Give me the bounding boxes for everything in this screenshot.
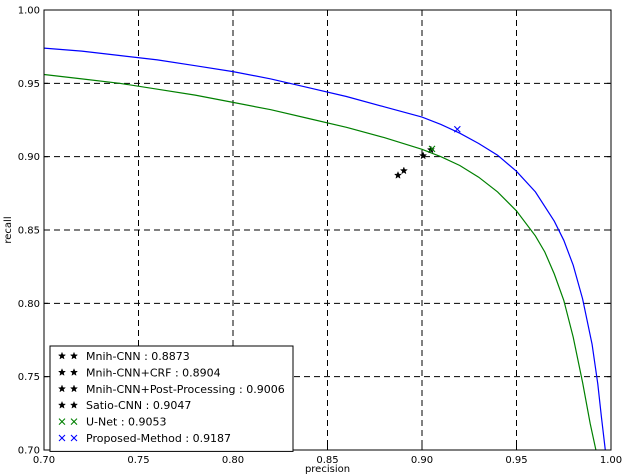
data-point-mnih-cnn+crf	[399, 166, 408, 175]
x-tick-label: 0.80	[222, 455, 244, 466]
legend-marker	[57, 368, 67, 376]
y-axis-label: recall	[3, 216, 14, 243]
legend-label: Proposed-Method : 0.9187	[86, 432, 231, 445]
x-marker-stroke	[453, 125, 461, 133]
legend-item: Mnih-CNN+CRF : 0.8904	[57, 366, 221, 379]
legend-label: Mnih-CNN : 0.8873	[86, 350, 190, 363]
legend-item: Proposed-Method : 0.9187	[58, 432, 231, 445]
legend: Mnih-CNN : 0.8873 Mnih-CNN+CRF : 0.8904 Mn…	[49, 345, 294, 452]
series-line-proposed-method	[43, 47, 606, 451]
legend-label: Mnih-CNN+CRF : 0.8904	[86, 366, 221, 379]
legend-marker	[57, 400, 67, 409]
y-tick-label: 1.00	[18, 6, 40, 17]
legend-marker	[58, 418, 66, 425]
legend-label: Mnih-CNN+Post-Processing : 0.9006	[86, 383, 285, 396]
x-marker-stroke	[58, 418, 66, 425]
grid	[44, 10, 611, 450]
y-tick-label: 0.85	[18, 226, 40, 237]
legend-item: Mnih-CNN+Post-Processing : 0.9006	[57, 383, 285, 396]
y-tick-label: 0.95	[18, 79, 40, 90]
series-line-u-net	[43, 73, 597, 451]
x-tick-label: 0.90	[411, 455, 433, 466]
x-marker-stroke	[70, 434, 78, 442]
legend-marker	[69, 351, 79, 360]
legend-box	[49, 345, 294, 452]
x-marker-stroke	[428, 145, 436, 153]
legend-label: U-Net : 0.9053	[86, 416, 167, 429]
legend-marker	[57, 384, 67, 393]
legend-marker	[57, 351, 67, 360]
x-tick-label: 0.75	[127, 455, 149, 466]
data-point-mnih-cnn+post-processing	[419, 151, 428, 160]
data-point-u-net	[428, 145, 436, 153]
y-tick-label: 0.80	[18, 299, 40, 310]
legend-item: U-Net : 0.9053	[58, 416, 167, 429]
x-axis-label: precision	[305, 464, 350, 475]
axis-ticks: 0.70 0.75 0.80 0.85 0.90 0.95 1.00 0.70 0.75 0.80…	[18, 6, 622, 467]
legend-marker	[58, 434, 66, 442]
x-tick-label: 1.00	[600, 455, 622, 466]
legend-marker	[69, 368, 79, 376]
data-points	[393, 125, 461, 179]
x-tick-label: 0.85	[316, 455, 338, 466]
legend-marker	[69, 384, 79, 393]
y-tick-label: 0.90	[18, 152, 40, 163]
y-tick-label: 0.75	[18, 372, 40, 383]
data-point-mnih-cnn	[393, 170, 403, 179]
series-lines	[43, 47, 606, 451]
x-tick-label: 0.70	[33, 455, 55, 466]
legend-item: Satio-CNN : 0.9047	[57, 399, 191, 412]
legend-label: Satio-CNN : 0.9047	[86, 399, 191, 412]
legend-marker	[70, 434, 78, 442]
data-point-proposed-method	[453, 125, 461, 133]
legend-marker	[70, 418, 78, 425]
x-marker-stroke	[70, 418, 78, 425]
y-tick-label: 0.70	[18, 446, 40, 457]
legend-item: Mnih-CNN : 0.8873	[57, 350, 190, 363]
x-tick-label: 0.95	[505, 455, 527, 466]
x-marker-stroke	[58, 434, 66, 442]
legend-marker	[69, 400, 79, 409]
